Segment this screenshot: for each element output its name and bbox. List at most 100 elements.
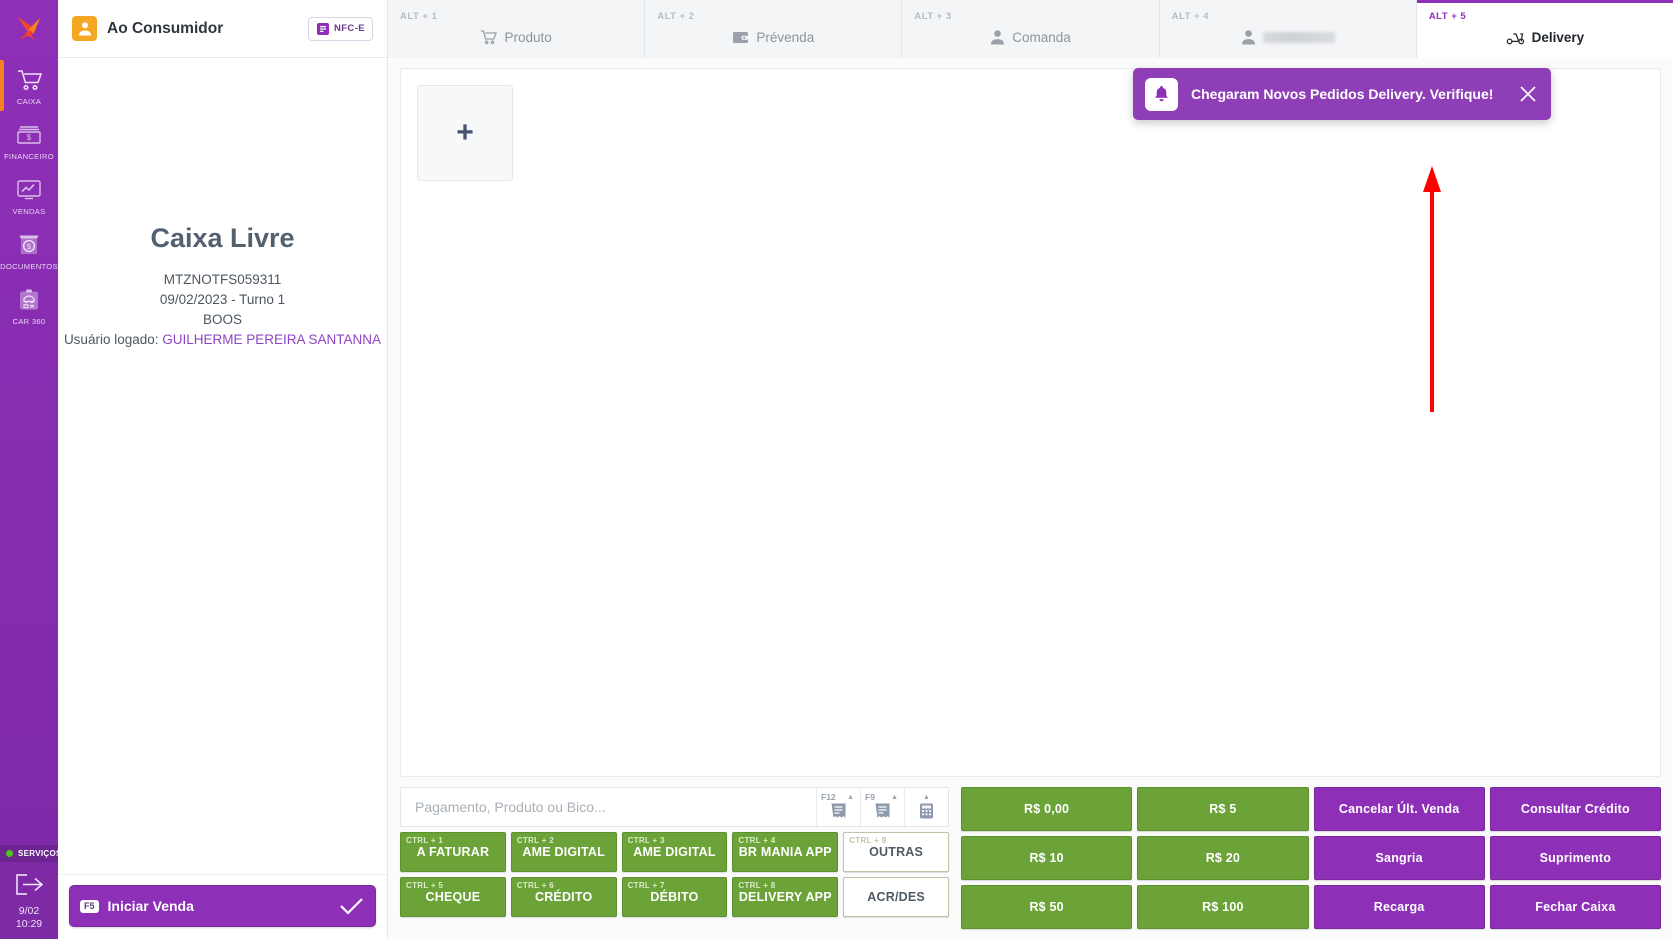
payment-key-label: ACR/DES — [867, 890, 925, 904]
sidebar-item-documentos[interactable]: $ DOCUMENTOS — [0, 223, 58, 278]
toast-message: Chegaram Novos Pedidos Delivery. Verifiq… — [1191, 86, 1494, 102]
wallet-icon — [733, 32, 749, 43]
receipt-icon — [831, 803, 846, 818]
fkey-label: F12 — [821, 792, 836, 802]
payment-key[interactable]: CTRL + 2 AME DIGITAL — [510, 832, 617, 872]
sidebar-item-label: DOCUMENTOS — [0, 262, 58, 271]
action-key-label: R$ 50 — [1029, 900, 1064, 914]
tab-hotkey: ALT + 5 — [1428, 11, 1467, 22]
payment-key-hotkey: CTRL + 3 — [627, 836, 665, 845]
shift-info: 09/02/2023 - Turno 1 — [159, 291, 286, 307]
payment-key[interactable]: CTRL + 3 AME DIGITAL — [621, 832, 728, 872]
tab-hotkey: ALT + 1 — [400, 11, 438, 22]
customer-header: Ao Consumidor NFC-E — [58, 0, 387, 58]
payment-section: F12 ▲ F9 ▲ — [400, 787, 949, 929]
action-key-suprimento[interactable]: Suprimento — [1489, 836, 1661, 880]
action-key-label: Fechar Caixa — [1535, 900, 1616, 914]
action-key-label: Sangria — [1375, 851, 1423, 865]
action-key[interactable]: R$ 5 — [1137, 787, 1309, 831]
plus-icon: + — [456, 116, 474, 149]
main-sidebar: CAIXA $ FINANCEIRO VENDAS — [0, 0, 61, 939]
payment-key-hotkey: CTRL + 9 — [849, 836, 887, 845]
payment-key-outras[interactable]: CTRL + 9 OUTRAS — [843, 832, 949, 872]
tab-bar: ALT + 1 Produto ALT + 2 Prévenda — [388, 0, 1673, 58]
caret-up-icon: ▲ — [847, 794, 854, 801]
cart-icon — [481, 30, 498, 45]
action-key-label: R$ 10 — [1029, 851, 1064, 865]
sidebar-item-financeiro[interactable]: $ FINANCEIRO — [0, 113, 58, 168]
payment-key[interactable]: CTRL + 5 CHEQUE — [400, 877, 506, 917]
clipboard-car-icon — [15, 287, 43, 313]
tab-comanda[interactable]: ALT + 3 Comanda — [902, 0, 1160, 58]
payment-key[interactable]: CTRL + 8 DELIVERY APP — [732, 877, 839, 917]
svg-text:$: $ — [27, 242, 32, 251]
payment-key-grid: CTRL + 1 A FATURAR CTRL + 2 AME DIGITAL … — [400, 832, 949, 917]
search-input[interactable] — [401, 788, 816, 826]
calculator-button[interactable]: ▲ — [904, 788, 948, 826]
clock-date: 9/02 — [18, 904, 40, 917]
action-key[interactable]: R$ 100 — [1137, 885, 1309, 929]
atm-dollar-icon: $ — [15, 232, 43, 258]
caret-up-icon: ▲ — [891, 794, 898, 801]
clock-time: 10:29 — [15, 917, 43, 930]
action-key-label: Suprimento — [1539, 851, 1612, 865]
payment-key-acr-des[interactable]: ACR/DES — [843, 877, 949, 917]
sidebar-item-servicos[interactable]: SERVIÇOS — [0, 844, 61, 862]
action-key-sangria[interactable]: Sangria — [1313, 836, 1485, 880]
store-code: BOOS — [202, 311, 242, 327]
sidebar-item-vendas[interactable]: VENDAS — [0, 168, 58, 223]
tab-prevenda[interactable]: ALT + 2 Prévenda — [645, 0, 903, 58]
tab-produto[interactable]: ALT + 1 Produto — [388, 0, 646, 58]
payment-key-label: CHEQUE — [425, 890, 481, 904]
tab-redacted[interactable]: ALT + 4 — [1159, 0, 1417, 58]
payment-key-label: A FATURAR — [416, 845, 490, 859]
fkey-f9-button[interactable]: F9 ▲ — [860, 788, 904, 826]
tab-delivery[interactable]: ALT + 5 Delivery — [1416, 0, 1673, 58]
payment-key-label: DELIVERY APP — [738, 890, 832, 904]
person-icon — [1241, 30, 1255, 45]
tab-hotkey: ALT + 3 — [914, 11, 952, 22]
action-key-fechar-caixa[interactable]: Fechar Caixa — [1489, 885, 1661, 929]
tab-label-redacted — [1262, 31, 1335, 43]
person-icon — [991, 30, 1005, 45]
sidebar-item-car360[interactable]: CAR 360 — [0, 278, 58, 333]
action-key[interactable]: R$ 10 — [961, 836, 1133, 880]
sidebar-item-label: VENDAS — [12, 207, 46, 216]
payment-key-label: CRÉDITO — [534, 890, 593, 904]
action-key[interactable]: R$ 20 — [1137, 836, 1309, 880]
action-key-cancelar-ult-venda[interactable]: Cancelar Últ. Venda — [1313, 787, 1485, 831]
payment-key-hotkey: CTRL + 7 — [627, 881, 665, 890]
scooter-icon — [1506, 33, 1524, 45]
payment-key[interactable]: CTRL + 7 DÉBITO — [621, 877, 728, 917]
fkey-f12-button[interactable]: F12 ▲ — [816, 788, 860, 826]
action-key-label: Recarga — [1373, 900, 1425, 914]
close-icon[interactable] — [1515, 81, 1541, 107]
delivery-notification-toast[interactable]: Chegaram Novos Pedidos Delivery. Verifiq… — [1133, 68, 1551, 120]
action-key[interactable]: R$ 50 — [961, 885, 1133, 929]
payment-key-hotkey: CTRL + 8 — [738, 881, 776, 890]
brand-arrow-logo-icon — [17, 16, 41, 41]
status-dot-icon — [6, 849, 13, 857]
start-sale-button[interactable]: F5 Iniciar Venda — [69, 885, 376, 927]
add-order-button[interactable]: + — [417, 85, 513, 181]
payment-key[interactable]: CTRL + 1 A FATURAR — [400, 832, 506, 872]
action-key[interactable]: R$ 0,00 — [961, 787, 1133, 831]
sidebar-item-caixa[interactable]: CAIXA — [0, 58, 58, 113]
payment-key-label: AME DIGITAL — [522, 845, 605, 859]
nfce-button[interactable]: NFC-E — [307, 16, 373, 41]
cashier-status-body: Caixa Livre MTZNOTFS059311 09/02/2023 - … — [58, 58, 387, 874]
tab-label: Comanda — [1012, 29, 1071, 45]
action-key-recarga[interactable]: Recarga — [1313, 885, 1485, 929]
action-key-consultar-credito[interactable]: Consultar Crédito — [1489, 787, 1661, 831]
payment-key-label: AME DIGITAL — [633, 845, 716, 859]
payment-key[interactable]: CTRL + 4 BR MANIA APP — [732, 832, 839, 872]
brand-logo[interactable] — [0, 0, 58, 58]
payment-key-label: BR MANIA APP — [738, 845, 832, 859]
logout-button[interactable] — [0, 862, 58, 905]
search-row: F12 ▲ F9 ▲ — [400, 787, 949, 827]
tab-label: Prévenda — [756, 30, 815, 45]
action-key-label: R$ 5 — [1209, 802, 1237, 816]
tab-label: Delivery — [1531, 30, 1585, 45]
monitor-chart-icon — [15, 177, 43, 203]
payment-key[interactable]: CTRL + 6 CRÉDITO — [510, 877, 617, 917]
